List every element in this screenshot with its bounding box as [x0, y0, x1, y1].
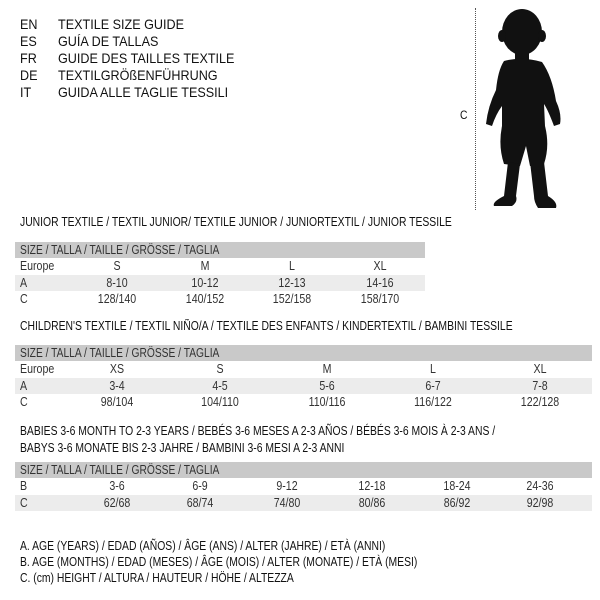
height-measure-label: C [460, 108, 468, 122]
table-cell: 74/80 [273, 495, 301, 510]
table-cell: 80/86 [358, 495, 386, 510]
row-label: Europe [20, 259, 55, 273]
row-label: C [20, 292, 28, 306]
row-label: A [20, 275, 28, 290]
table-cell: 18-24 [443, 479, 471, 493]
legend-age-months: B. AGE (MONTHS) / EDAD (MESES) / ÂGE (MO… [20, 555, 418, 569]
size-header-bar: SIZE / TALLA / TAILLE / GRÖSSE / TAGLIA [15, 242, 425, 258]
size-header-label: SIZE / TALLA / TAILLE / GRÖSSE / TAGLIA [20, 463, 220, 477]
table-cell: L [289, 259, 295, 273]
table-cell: 12-13 [278, 275, 306, 290]
lang-title: TEXTILGRÖßENFÜHRUNG [58, 67, 218, 83]
table-row: C 98/104 104/110 110/116 116/122 122/128 [15, 394, 592, 410]
table-cell: XL [373, 259, 387, 273]
table-cell: 122/128 [520, 395, 560, 409]
table-row: B 3-6 6-9 9-12 12-18 18-24 24-36 [15, 478, 592, 494]
table-cell: 104/110 [201, 395, 239, 409]
children-table-title: CHILDREN'S TEXTILE / TEXTIL NIÑO/A / TEX… [20, 319, 513, 333]
babies-table-title: BABIES 3-6 MONTH TO 2-3 YEARS / BEBÉS 3-… [20, 424, 496, 438]
lang-code: IT [20, 84, 32, 100]
size-header-bar: SIZE / TALLA / TAILLE / GRÖSSE / TAGLIA [15, 345, 592, 361]
babies-table-title-2: BABYS 3-6 MONATE BIS 2-3 JAHRE / BAMBINI… [20, 441, 345, 455]
size-header-label: SIZE / TALLA / TAILLE / GRÖSSE / TAGLIA [20, 346, 220, 360]
lang-title: GUIDE DES TAILLES TEXTILE [58, 50, 235, 66]
table-cell: M [200, 259, 210, 273]
table-cell: 3-6 [109, 479, 125, 493]
table-cell: 7-8 [532, 378, 548, 393]
table-cell: 24-36 [526, 479, 554, 493]
table-cell: 4-5 [212, 378, 228, 393]
table-row: A 8-10 10-12 12-13 14-16 [15, 274, 425, 291]
table-cell: 10-12 [191, 275, 219, 290]
table-cell: M [322, 362, 332, 376]
lang-code: ES [20, 33, 37, 49]
table-cell: S [216, 362, 224, 376]
table-cell: XS [109, 362, 125, 376]
table-cell: 140/152 [185, 292, 225, 306]
table-cell: 110/116 [308, 395, 346, 409]
table-cell: 6-9 [192, 479, 208, 493]
size-header-label: SIZE / TALLA / TAILLE / GRÖSSE / TAGLIA [20, 243, 220, 257]
table-row: A 3-4 4-5 5-6 6-7 7-8 [15, 377, 592, 394]
lang-code: DE [20, 67, 38, 83]
row-label: A [20, 378, 28, 393]
table-cell: 116/122 [414, 395, 452, 409]
lang-title: GUÍA DE TALLAS [58, 33, 159, 49]
lang-code: FR [20, 50, 37, 66]
table-cell: 3-4 [109, 378, 125, 393]
table-cell: 6-7 [425, 378, 441, 393]
lang-title: GUIDA ALLE TAGLIE TESSILI [58, 84, 229, 100]
size-header-bar: SIZE / TALLA / TAILLE / GRÖSSE / TAGLIA [15, 462, 592, 478]
table-cell: L [430, 362, 436, 376]
table-cell: 12-18 [358, 479, 386, 493]
table-cell: 128/140 [97, 292, 137, 306]
table-cell: 98/104 [100, 395, 134, 409]
table-cell: 152/158 [272, 292, 312, 306]
table-row: Europe S M L XL [15, 258, 425, 274]
row-label: Europe [20, 362, 55, 376]
table-cell: 62/68 [103, 495, 131, 510]
table-cell: XL [533, 362, 547, 376]
row-label: C [20, 495, 28, 510]
junior-table-title: JUNIOR TEXTILE / TEXTIL JUNIOR/ TEXTILE … [20, 215, 452, 229]
table-cell: 5-6 [319, 378, 335, 393]
lang-title: TEXTILE SIZE GUIDE [58, 16, 185, 32]
table-cell: 14-16 [366, 275, 394, 290]
row-label: C [20, 395, 28, 409]
table-cell: 92/98 [526, 495, 554, 510]
legend-age-years: A. AGE (YEARS) / EDAD (AÑOS) / ÂGE (ANS)… [20, 539, 386, 553]
row-label: B [20, 479, 28, 493]
table-row: Europe XS S M L XL [15, 361, 592, 377]
table-cell: S [113, 259, 121, 273]
table-cell: 86/92 [443, 495, 471, 510]
legend-height: C. (cm) HEIGHT / ALTURA / HAUTEUR / HÖHE… [20, 571, 294, 585]
child-silhouette-icon [486, 9, 561, 208]
table-cell: 158/170 [360, 292, 400, 306]
table-cell: 68/74 [186, 495, 214, 510]
lang-code: EN [20, 16, 38, 32]
table-cell: 9-12 [276, 479, 298, 493]
height-measure-line [475, 8, 476, 210]
table-row: C 128/140 140/152 152/158 158/170 [15, 291, 425, 307]
table-cell: 8-10 [106, 275, 128, 290]
table-row: C 62/68 68/74 74/80 80/86 86/92 92/98 [15, 494, 592, 511]
